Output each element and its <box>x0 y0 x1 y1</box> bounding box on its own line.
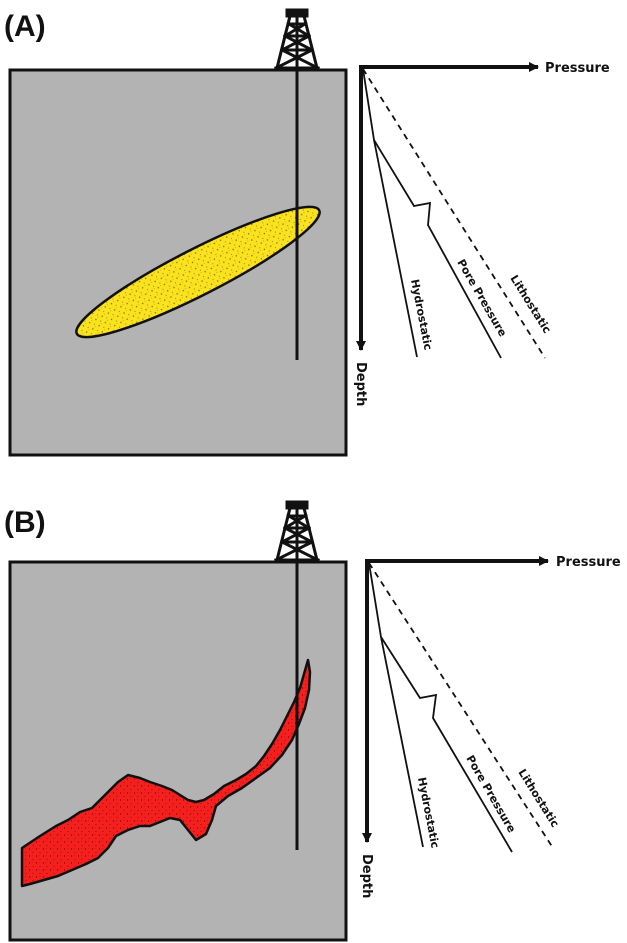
lithostatic-line <box>362 68 546 359</box>
lithostatic-label: Lithostatic <box>515 767 561 830</box>
hydrostatic-line <box>362 68 418 358</box>
pore-pressure-line <box>380 636 513 853</box>
pressure-depth-plot: Pressure Depth Hydrostatic Pore Pressure… <box>359 555 621 898</box>
fractured-reservoir <box>20 658 312 888</box>
pore-pressure-label: Pore Pressure <box>454 257 509 339</box>
depth-axis-label: Depth <box>353 362 368 406</box>
sand-reservoir <box>75 205 321 339</box>
hydrostatic-label: Hydrostatic <box>408 278 435 351</box>
hydrostatic-line <box>368 562 424 848</box>
pore-pressure-line <box>373 139 502 359</box>
pressure-depth-plot: Pressure Depth Hydrostatic Pore Pressure… <box>353 61 610 406</box>
pressure-axis-label: Pressure <box>545 61 610 76</box>
panel-b-label: (B) <box>4 506 46 539</box>
hydrostatic-label: Hydrostatic <box>415 776 442 849</box>
panel-a-label: (A) <box>4 10 46 43</box>
panel-a: (A) Pressure Depth <box>4 8 610 457</box>
lithostatic-label: Lithostatic <box>507 273 553 336</box>
pore-pressure-label: Pore Pressure <box>463 753 518 835</box>
panel-b: (B) Pressure Depth <box>4 500 621 942</box>
depth-axis-label: Depth <box>359 854 374 898</box>
lithostatic-line <box>368 562 554 849</box>
formation-block <box>8 560 348 942</box>
pressure-axis-label: Pressure <box>556 555 621 570</box>
